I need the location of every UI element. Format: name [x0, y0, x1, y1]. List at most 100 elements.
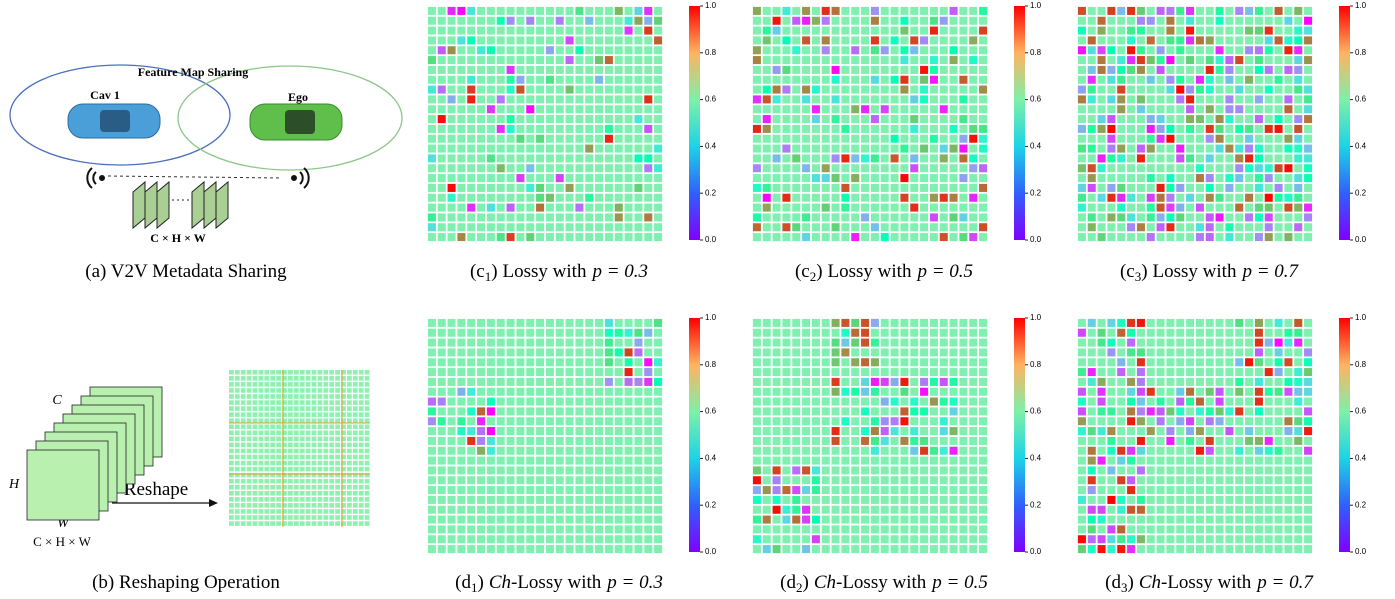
- heatmap-cell: [792, 154, 800, 162]
- heatmap-cell: [773, 358, 781, 366]
- heatmap-cell: [536, 545, 544, 553]
- heatmap-cell: [1088, 194, 1096, 202]
- heatmap-cell: [920, 56, 928, 64]
- reshaped-cell: [365, 382, 370, 387]
- reshaped-cell: [359, 382, 364, 387]
- heatmap-cell: [1107, 135, 1115, 143]
- heatmap-cell: [763, 437, 771, 445]
- heatmap-cell: [1206, 135, 1214, 143]
- heatmap-cell: [891, 457, 899, 465]
- heatmap-cell: [1245, 437, 1253, 445]
- reshaped-cell: [365, 388, 370, 393]
- heatmap-cell: [782, 339, 790, 347]
- colorbar-tick-label: 0.8: [705, 48, 717, 57]
- heatmap-cell: [1294, 545, 1302, 553]
- heatmap-cell: [753, 545, 761, 553]
- heatmap-cell: [477, 36, 485, 44]
- heatmap-cell: [930, 213, 938, 221]
- heatmap-cell: [1245, 466, 1253, 474]
- heatmap-cell: [861, 105, 869, 113]
- heatmap-cell: [487, 27, 495, 35]
- heatmap-cell: [881, 417, 889, 425]
- heatmap-cell: [1235, 46, 1243, 54]
- reshaped-cell: [347, 455, 352, 460]
- heatmap-cell: [1098, 388, 1106, 396]
- reshaped-cell: [347, 437, 352, 442]
- reshaped-cell: [276, 431, 281, 436]
- reshaped-cell: [306, 521, 311, 526]
- heatmap-cell: [556, 378, 564, 386]
- heatmap-cell: [1265, 115, 1273, 123]
- heatmap-cell: [625, 125, 633, 133]
- heatmap-cell: [654, 368, 662, 376]
- heatmap-cell: [822, 194, 830, 202]
- heatmap-cell: [438, 66, 446, 74]
- heatmap-cell: [871, 164, 879, 172]
- heatmap-cell: [575, 506, 583, 514]
- heatmap-cell: [1265, 204, 1273, 212]
- heatmap-cell: [832, 427, 840, 435]
- heatmap-cell: [832, 417, 840, 425]
- heatmap-cell: [1098, 447, 1106, 455]
- heatmap-cell: [782, 135, 790, 143]
- heatmap-cell: [1294, 516, 1302, 524]
- heatmap-cell: [950, 223, 958, 231]
- heatmap-cell: [812, 36, 820, 44]
- heatmap-cell: [634, 17, 642, 25]
- heatmap-cell: [1275, 427, 1283, 435]
- heatmap-cell: [566, 46, 574, 54]
- heatmap-cell: [1284, 466, 1292, 474]
- heatmap-cell: [1275, 417, 1283, 425]
- heatmap-cell: [634, 398, 642, 406]
- reshaped-cell: [235, 388, 240, 393]
- heatmap-cell: [910, 66, 918, 74]
- heatmap-cell: [556, 204, 564, 212]
- reshaped-cell: [359, 485, 364, 490]
- heatmap-cell: [556, 427, 564, 435]
- heatmap-cell: [1098, 535, 1106, 543]
- heatmap-cell: [566, 115, 574, 123]
- heatmap-cell: [477, 164, 485, 172]
- heatmap-cell: [930, 204, 938, 212]
- heatmap-cell: [812, 204, 820, 212]
- heatmap-cell: [1166, 17, 1174, 25]
- heatmap-cell: [950, 486, 958, 494]
- reshaped-cell: [288, 418, 293, 423]
- heatmap-cell: [457, 46, 465, 54]
- heatmap-cell: [920, 115, 928, 123]
- heatmap-cell: [841, 388, 849, 396]
- heatmap-cell: [457, 66, 465, 74]
- heatmap-cell: [575, 417, 583, 425]
- heatmap-cell: [753, 174, 761, 182]
- heatmap-cell: [930, 358, 938, 366]
- heatmap-cell: [507, 76, 515, 84]
- heatmap-cell: [822, 319, 830, 327]
- heatmap-cell: [625, 516, 633, 524]
- heatmap-cell: [900, 516, 908, 524]
- reshaped-cell: [264, 382, 269, 387]
- heatmap-cell: [940, 27, 948, 35]
- heatmap-cell: [644, 95, 652, 103]
- heatmap-cell: [1127, 417, 1135, 425]
- colorbar-tick-label: 0.0: [1355, 235, 1367, 244]
- heatmap-cell: [940, 329, 948, 337]
- heatmap-cell: [1107, 388, 1115, 396]
- heatmap-cell: [891, 348, 899, 356]
- heatmap-cell: [575, 535, 583, 543]
- reshaped-cell: [359, 388, 364, 393]
- heatmap-cell: [763, 115, 771, 123]
- heatmap-cell: [1078, 398, 1086, 406]
- heatmap-cell: [1137, 66, 1145, 74]
- heatmap-cell: [979, 145, 987, 153]
- heatmap-cell: [438, 417, 446, 425]
- heatmap-cell: [1166, 437, 1174, 445]
- heatmap-cell: [575, 388, 583, 396]
- heatmap-cell: [1245, 135, 1253, 143]
- heatmap-cell: [438, 135, 446, 143]
- heatmap-cell: [477, 223, 485, 231]
- reshaped-cell: [323, 376, 328, 381]
- heatmap-cell: [861, 417, 869, 425]
- heatmap-cell: [1284, 496, 1292, 504]
- heatmap-cell: [595, 194, 603, 202]
- heatmap-cell: [1157, 174, 1165, 182]
